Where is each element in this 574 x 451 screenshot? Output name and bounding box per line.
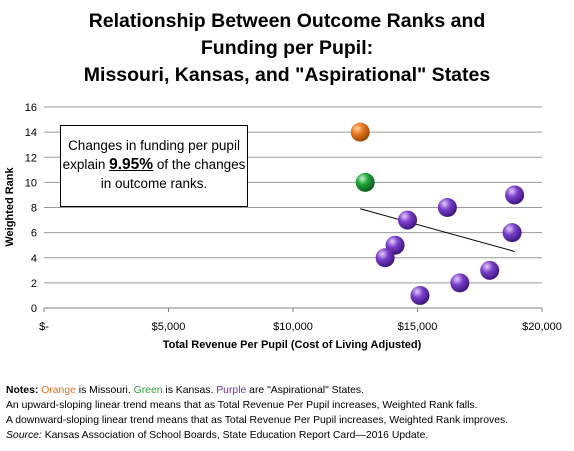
data-point-aspirational bbox=[375, 248, 395, 268]
source-text: Kansas Association of School Boards, Sta… bbox=[41, 430, 429, 441]
y-tick-label: 0 bbox=[31, 303, 37, 315]
chart-title-line-3: Missouri, Kansas, and "Aspirational" Sta… bbox=[83, 64, 491, 86]
y-tick-label: 14 bbox=[25, 127, 37, 139]
callout-percent: 9.95% bbox=[109, 156, 154, 173]
chart-title: Relationship Between Outcome Ranks and F… bbox=[0, 8, 574, 89]
notes-orange-rest: is Missouri. bbox=[75, 385, 134, 396]
x-tick-label: $15,000 bbox=[398, 321, 438, 333]
x-tick-label: $- bbox=[39, 321, 49, 333]
callout-text-before: Changes in funding per pupil explain bbox=[62, 138, 240, 172]
y-axis-label: Weighted Rank bbox=[4, 167, 16, 247]
callout-text-after: of the changes in outcome ranks. bbox=[100, 157, 246, 191]
y-tick-label: 16 bbox=[25, 102, 37, 114]
r-squared-callout: Changes in funding per pupil explain 9.9… bbox=[60, 125, 248, 207]
data-point-aspirational bbox=[437, 198, 457, 217]
notes-line-2: An upward-sloping linear trend means tha… bbox=[6, 400, 478, 411]
notes-purple-word: Purple bbox=[216, 385, 247, 396]
data-point-aspirational bbox=[505, 185, 525, 205]
x-tick-label: $20,000 bbox=[522, 321, 562, 333]
y-tick-label: 8 bbox=[31, 203, 37, 215]
data-point-aspirational bbox=[410, 285, 430, 305]
y-tick-label: 2 bbox=[31, 278, 37, 290]
notes-line-1: Notes: Orange is Missouri. Green is Kans… bbox=[6, 383, 571, 398]
data-points bbox=[350, 122, 525, 305]
notes-line-3: A downward-sloping linear trend means th… bbox=[6, 415, 509, 426]
y-tick-label: 10 bbox=[25, 177, 37, 189]
data-point-aspirational bbox=[450, 273, 470, 293]
data-point-missouri bbox=[350, 122, 370, 142]
y-tick-label: 12 bbox=[25, 152, 37, 164]
notes-purple-rest: are "Aspirational" States. bbox=[246, 385, 364, 396]
trendline-group bbox=[360, 208, 515, 252]
trendline bbox=[360, 208, 515, 252]
axes: 0 2 4 6 8 10 12 14 16 $- $5,000 $10,000 $15,000 $20,0… bbox=[25, 102, 562, 333]
x-axis-label: Total Revenue Per Pupil (Cost of Living … bbox=[163, 339, 422, 351]
notes-green-rest: is Kansas. bbox=[162, 385, 217, 396]
data-point-aspirational bbox=[502, 223, 522, 243]
notes-orange-word: Orange bbox=[41, 385, 76, 396]
y-tick-label: 4 bbox=[31, 253, 37, 265]
notes-source-line: Source: Kansas Association of School Boa… bbox=[6, 428, 571, 443]
chart-title-line-1: Relationship Between Outcome Ranks and bbox=[88, 10, 486, 32]
source-label: Source: bbox=[6, 430, 42, 441]
notes-green-word: Green bbox=[133, 385, 163, 396]
data-point-aspirational bbox=[480, 260, 500, 280]
data-point-aspirational bbox=[398, 210, 418, 230]
y-tick-label: 6 bbox=[31, 228, 37, 240]
chart-title-line-2: Funding per Pupil: bbox=[200, 37, 374, 59]
data-point-kansas bbox=[355, 172, 375, 192]
notes-label: Notes: bbox=[6, 385, 39, 396]
x-tick-label: $5,000 bbox=[152, 321, 186, 333]
x-tick-label: $10,000 bbox=[273, 321, 313, 333]
notes-section: Notes: Orange is Missouri. Green is Kans… bbox=[6, 383, 571, 443]
